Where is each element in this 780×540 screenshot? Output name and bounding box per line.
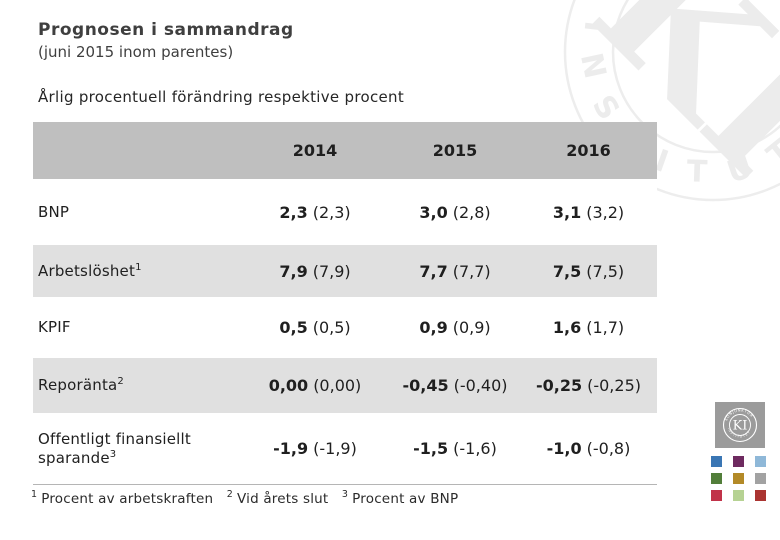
forecast-table: 2014 2015 2016 BNP 2,3 (2,3) 3,0 (2,8) 3,1… [33, 122, 657, 485]
cell-value: 0,00 (0,00) [268, 376, 362, 395]
cell-value: 7,7 (7,7) [419, 261, 491, 281]
table-row-kpif: KPIF 0,5 (0,5) 0,9 (0,9) 1,6 (1,7) [33, 297, 657, 358]
brand-color-swatch [733, 473, 744, 484]
cell-value: 1,6 (1,7) [552, 318, 625, 337]
slide-content: Prognosen i sammandrag (juni 2015 inom p… [0, 0, 780, 507]
footnote-1: 1 Procent av arbetskraften [31, 489, 214, 507]
row-label: Offentligt finansiellt sparande3 [38, 429, 191, 467]
row-label: BNP [38, 202, 70, 221]
brand-color-swatch [711, 456, 722, 467]
cell-value: 0,9 (0,9) [419, 318, 491, 337]
table-row-reporanta: Reporänta2 0,00 (0,00) -0,45 (-0,40) -0,25… [33, 358, 657, 413]
table-caption: Årlig procentuell förändring respektive … [38, 87, 405, 106]
row-label: KPIF [38, 318, 71, 337]
brand-color-palette [711, 456, 766, 501]
page-title: Prognosen i sammandrag [38, 20, 294, 40]
title-block: Prognosen i sammandrag (juni 2015 inom p… [0, 0, 780, 63]
cell-value: 0,5 (0,5) [279, 318, 351, 337]
logo-inner-circle-icon [729, 414, 751, 436]
brand-color-swatch [733, 456, 744, 467]
table-header-row: 2014 2015 2016 [33, 122, 657, 179]
cell-value: 7,5 (7,5) [552, 261, 625, 281]
cell-value: 7,9 (7,9) [279, 261, 351, 281]
footnote-2: 2 Vid årets slut [226, 489, 329, 507]
cell-value: -1,9 (-1,9) [273, 439, 357, 458]
column-header-2014: 2014 [292, 141, 338, 160]
brand-color-swatch [711, 473, 722, 484]
brand-color-swatch [755, 456, 766, 467]
table-row-arbetsloshet: Arbetslöshet1 7,9 (7,9) 7,7 (7,7) 7,5 (7,5) [33, 245, 657, 297]
brand-color-swatch [755, 473, 766, 484]
row-label: Arbetslöshet1 [38, 261, 142, 280]
brand-color-swatch [755, 490, 766, 501]
ki-logo: KONJUNKTUR INSTITUTET KI [715, 402, 765, 448]
column-header-2016: 2016 [566, 141, 611, 160]
cell-value: 2,3 (2,3) [279, 202, 351, 222]
cell-value: -1,5 (-1,6) [413, 439, 497, 458]
table-row-bnp: BNP 2,3 (2,3) 3,0 (2,8) 3,1 (3,2) [33, 179, 657, 245]
logo-ki-monogram: KI [733, 419, 748, 434]
cell-value: 3,1 (3,2) [552, 202, 625, 222]
cell-value: 3,0 (2,8) [419, 202, 491, 222]
logo-outer-circle-icon [722, 407, 758, 443]
footnote-3: 3 Procent av BNP [341, 489, 459, 507]
row-label: Reporänta2 [38, 376, 124, 395]
column-header-2015: 2015 [432, 141, 478, 160]
table-row-offentligt-sparande: Offentligt finansiellt sparande3 -1,9 (-1… [33, 413, 657, 484]
footnotes: 1 Procent av arbetskraften 2 Vid årets slu… [31, 489, 467, 507]
cell-value: -1,0 (-0,8) [546, 439, 631, 458]
brand-color-swatch [733, 490, 744, 501]
cell-value: -0,45 (-0,40) [402, 376, 508, 395]
brand-color-swatch [711, 490, 722, 501]
cell-value: -0,25 (-0,25) [535, 376, 641, 395]
page-subtitle: (juni 2015 inom parentes) [38, 43, 234, 62]
